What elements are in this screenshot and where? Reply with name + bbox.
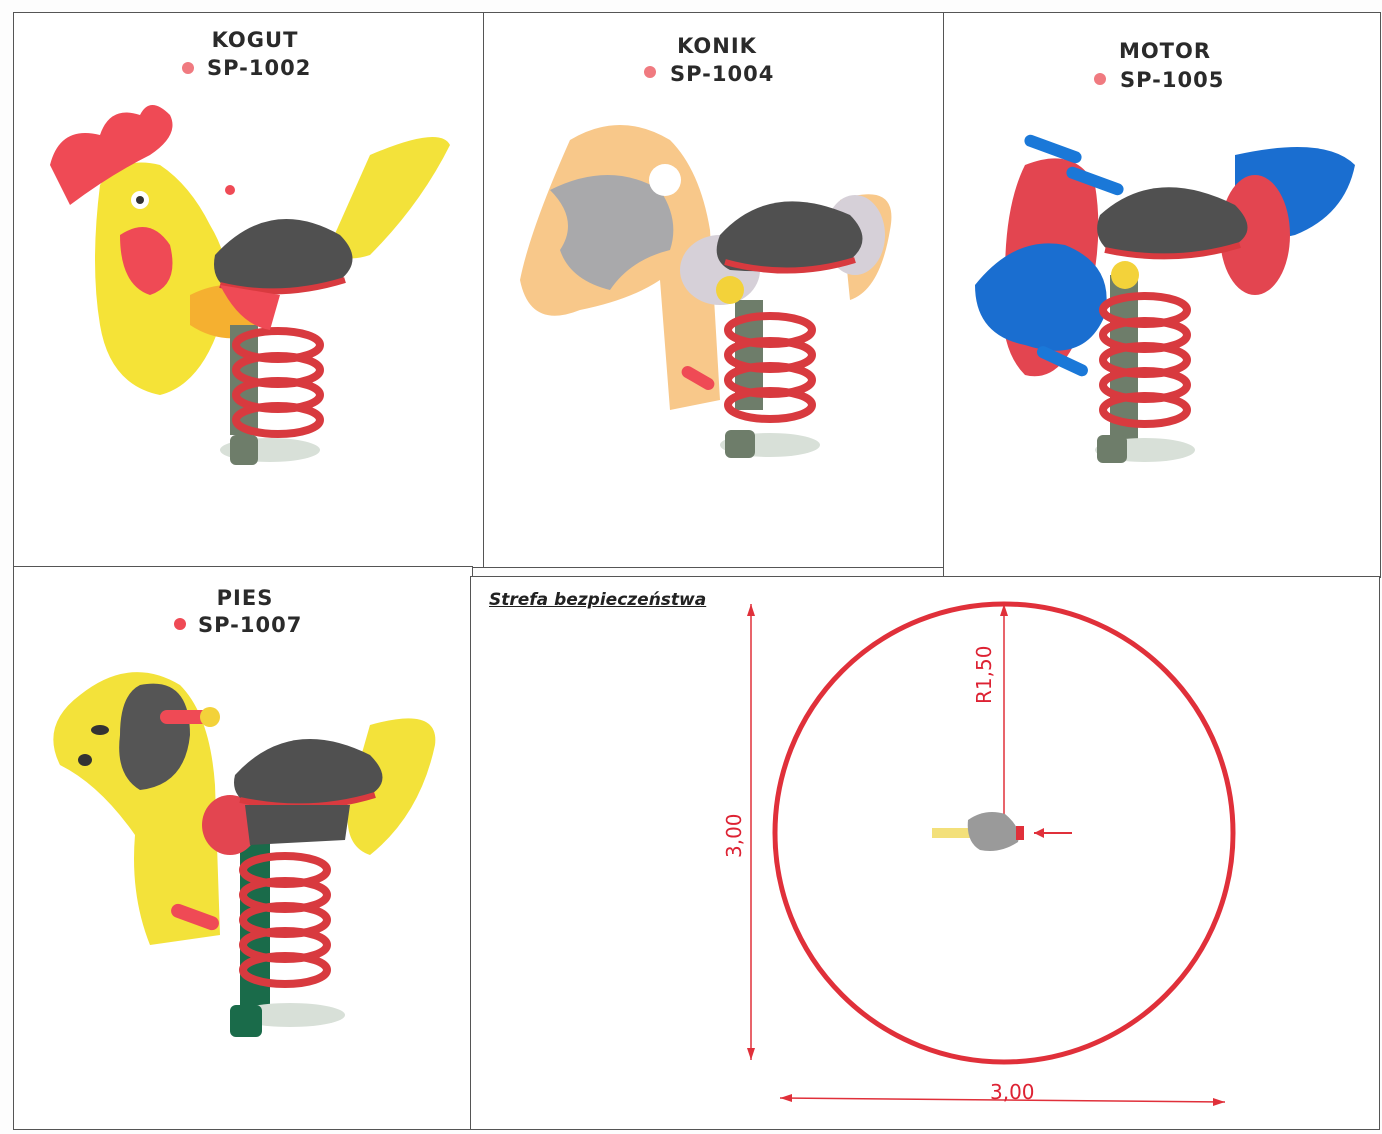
motorbike-spring-rider-image <box>975 134 1355 463</box>
bullet-icon <box>644 66 656 78</box>
safety-zone-cell <box>470 576 1380 1130</box>
product-code: SP-1007 <box>198 613 303 637</box>
product-name: KOGUT <box>211 28 299 52</box>
horse-spring-rider-image <box>520 125 892 458</box>
safety-zone-title: Strefa bezpieczeństwa <box>489 590 707 610</box>
product-code: SP-1002 <box>207 56 312 80</box>
bullet-icon <box>174 618 186 630</box>
dog-spring-rider-image <box>53 672 436 1037</box>
height-dimension-label: 3,00 <box>722 813 746 858</box>
product-code: SP-1005 <box>1120 68 1225 92</box>
product-name: PIES <box>216 586 274 610</box>
width-dimension-label: 3,00 <box>990 1080 1035 1104</box>
rooster-spring-rider-image <box>50 105 450 465</box>
product-name: KONIK <box>677 34 757 58</box>
bullet-icon <box>1094 73 1106 85</box>
product-name: MOTOR <box>1118 39 1212 63</box>
bullet-icon <box>182 62 194 74</box>
safety-zone-diagram <box>747 601 1236 1106</box>
radius-label: R1,50 <box>972 645 996 704</box>
product-code: SP-1004 <box>670 62 775 86</box>
